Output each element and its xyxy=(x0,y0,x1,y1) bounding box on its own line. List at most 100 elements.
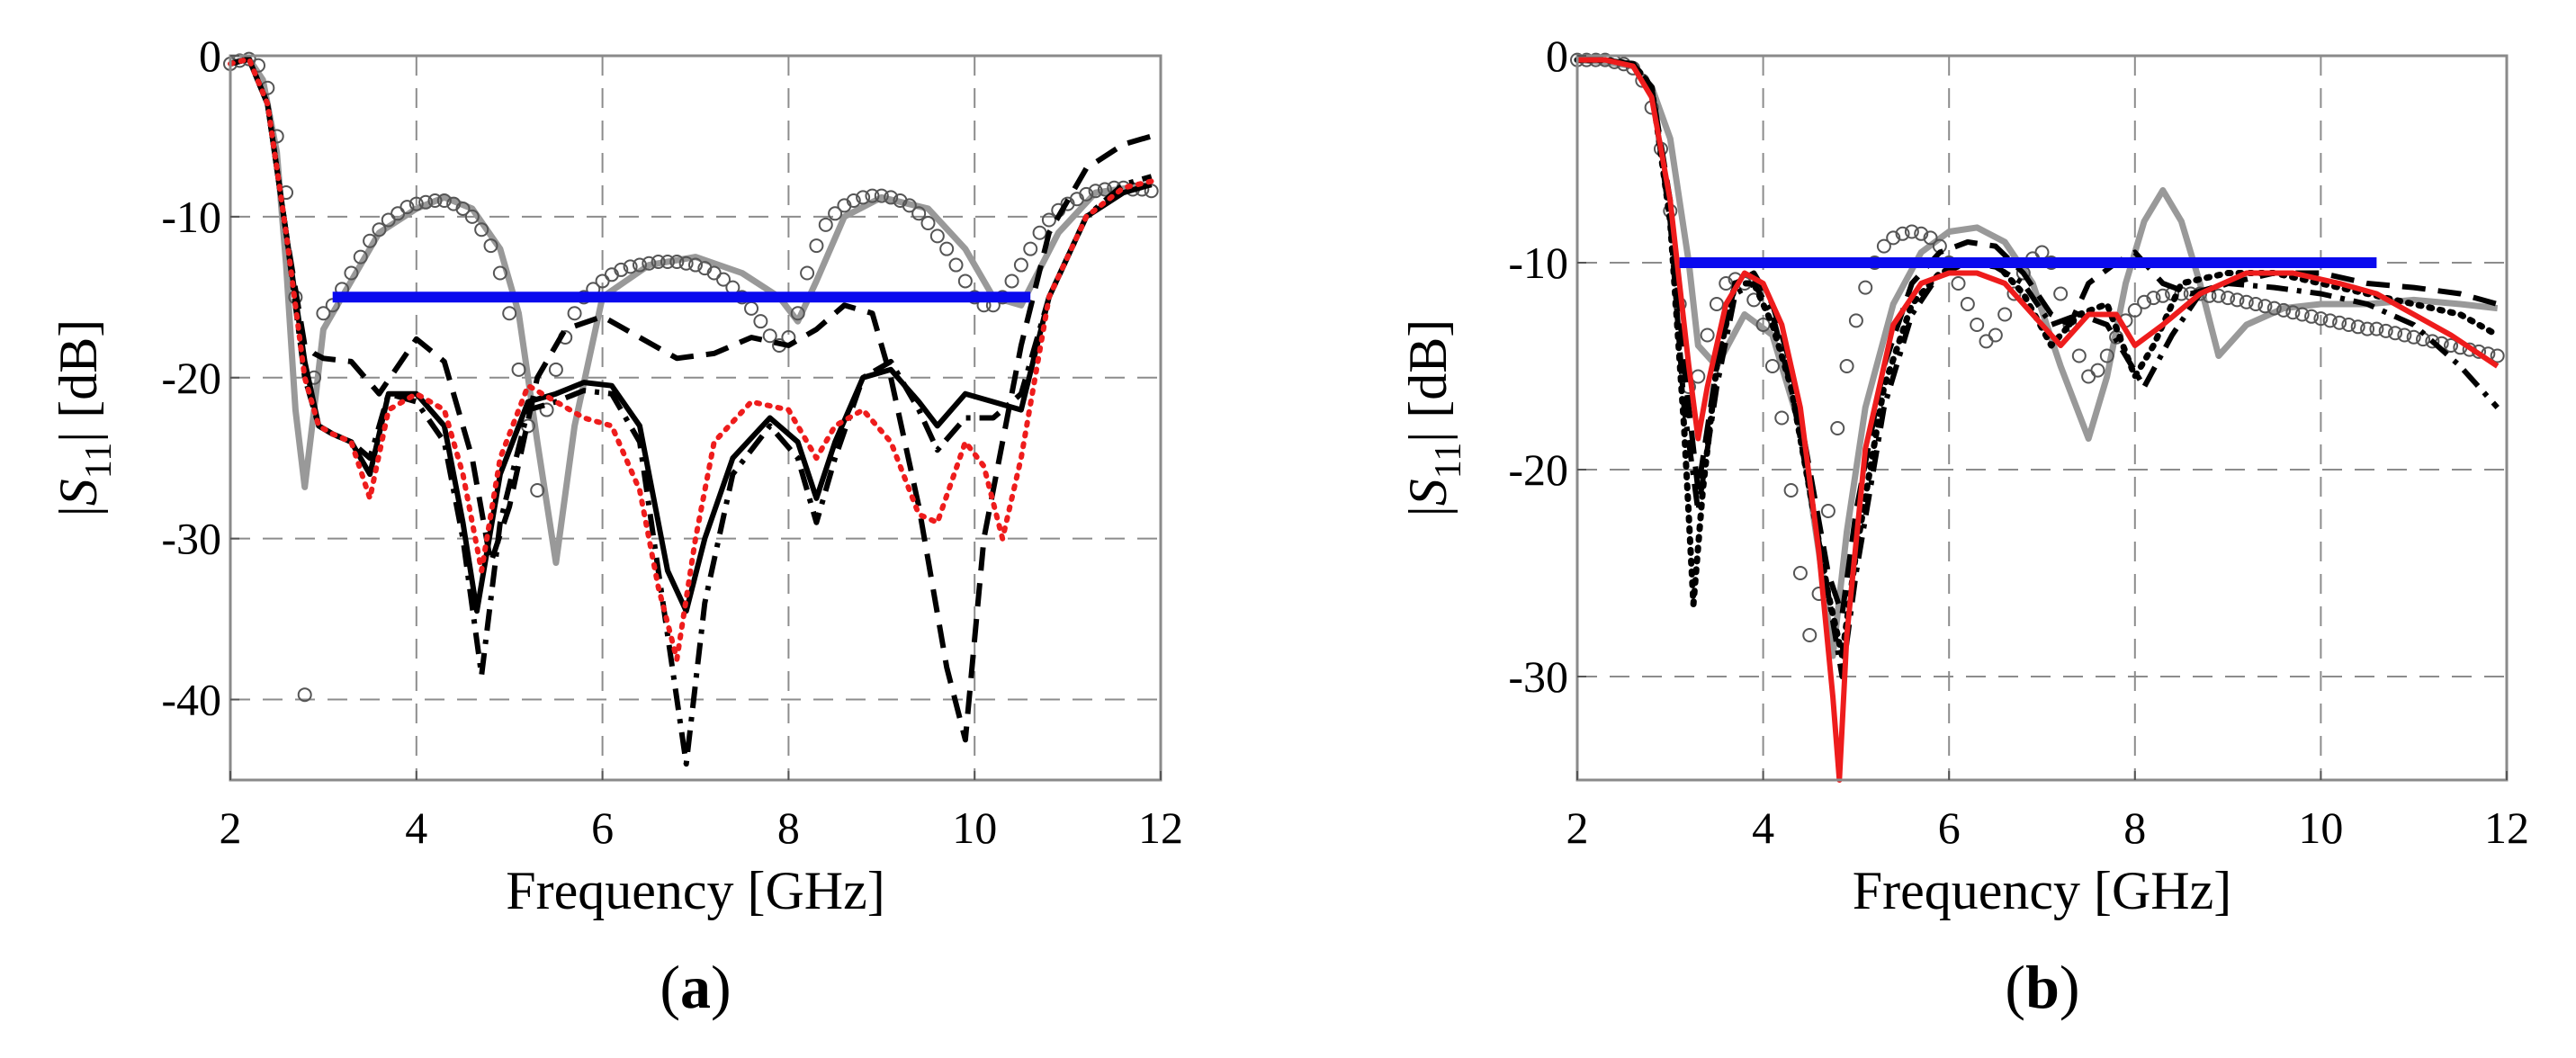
marker-point xyxy=(567,306,582,321)
marker-point xyxy=(2137,294,2152,309)
marker-point xyxy=(1830,421,1845,435)
y-label-variable: S xyxy=(49,479,108,506)
y-axis-label: |S11| [dB] xyxy=(49,319,120,516)
marker-point xyxy=(2360,321,2375,336)
marker-point xyxy=(492,265,507,281)
marker-point xyxy=(2248,297,2264,311)
marker-point xyxy=(818,217,833,232)
x-tick-label: 6 xyxy=(1938,802,1961,853)
plot-frame xyxy=(1575,54,2509,782)
y-label-unit: | [dB] xyxy=(49,319,108,443)
marker-point xyxy=(2425,334,2440,349)
x-tick-label: 4 xyxy=(1752,802,1774,853)
marker-point xyxy=(1088,184,1103,199)
marker-point xyxy=(874,188,889,203)
marker-point xyxy=(2294,307,2310,322)
marker-point xyxy=(2350,319,2365,335)
marker-point xyxy=(511,362,526,377)
panel-label: (b) xyxy=(2005,953,2079,1021)
marker-point xyxy=(2211,288,2226,303)
marker-point xyxy=(436,193,452,208)
marker-point xyxy=(2071,348,2087,363)
marker-point xyxy=(642,256,657,271)
x-axis-label: Frequency [GHz] xyxy=(506,861,885,920)
marker-point xyxy=(455,201,471,216)
x-tick-label: 2 xyxy=(1566,802,1589,853)
marker-point xyxy=(651,254,666,269)
marker-point xyxy=(678,256,694,271)
panel-letter: a xyxy=(680,953,711,1021)
x-tick-label: 8 xyxy=(2123,802,2146,853)
marker-point xyxy=(1032,225,1047,240)
marker-point xyxy=(1023,241,1038,256)
y-tick-label: 0 xyxy=(199,31,221,81)
y-tick-label: -30 xyxy=(1508,651,1568,702)
marker-point xyxy=(716,272,732,287)
marker-point xyxy=(762,328,777,344)
marker-point xyxy=(474,222,489,238)
marker-point xyxy=(1979,334,1994,349)
marker-point xyxy=(2146,291,2161,306)
marker-point xyxy=(929,229,945,244)
panel-label: (a) xyxy=(660,953,731,1021)
marker-point xyxy=(427,193,443,208)
marker-point xyxy=(920,216,936,231)
marker-point xyxy=(353,249,368,264)
marker-point xyxy=(884,190,899,205)
marker-point xyxy=(2341,318,2356,332)
y-label-subscript: 11 xyxy=(1428,443,1469,479)
x-tick-label: 2 xyxy=(220,802,242,853)
x-tick-label: 6 xyxy=(591,802,614,853)
series-gray-solid xyxy=(229,56,1153,566)
marker-point xyxy=(2090,363,2105,378)
y-tick-label: 0 xyxy=(1546,31,1568,81)
marker-point xyxy=(911,206,927,221)
marker-point xyxy=(1895,226,1910,241)
marker-point xyxy=(1079,186,1094,202)
marker-point xyxy=(2221,291,2236,306)
y-label-bar-open: | xyxy=(49,506,108,516)
marker-point xyxy=(1951,276,1966,291)
marker-point xyxy=(548,362,563,377)
series-group xyxy=(1570,52,2505,783)
marker-point xyxy=(660,254,675,269)
marker-point xyxy=(399,200,415,215)
marker-point xyxy=(539,402,554,417)
marker-point xyxy=(1858,280,1873,295)
marker-point xyxy=(1792,566,1808,580)
series-gray-solid xyxy=(1576,57,2499,659)
y-axis-label: |S11| [dB] xyxy=(1398,319,1469,516)
marker-point xyxy=(800,265,815,281)
chart-panel-b: 2 4 6 8 10 12 0 -10 -20 -30 Frequency [GHz] |S11| [… xyxy=(1398,31,2529,1021)
series-black-dotted xyxy=(1574,57,2501,659)
marker-point xyxy=(632,257,647,273)
marker-point xyxy=(1876,238,1891,254)
panel-paren-close: ) xyxy=(2060,953,2080,1021)
marker-point xyxy=(418,194,434,210)
marker-point xyxy=(2006,286,2022,301)
marker-point xyxy=(1691,369,1706,384)
series-circles xyxy=(1570,52,2505,642)
panel-paren-open: ( xyxy=(660,953,680,1021)
x-tick-label: 10 xyxy=(2298,802,2343,853)
series-group xyxy=(223,51,1159,767)
marker-point xyxy=(2257,299,2273,314)
panel-paren-close: ) xyxy=(711,953,732,1021)
marker-point xyxy=(344,265,359,281)
marker-point xyxy=(1755,318,1771,332)
marker-point xyxy=(846,193,861,208)
series-black-dashed xyxy=(1577,57,2499,617)
marker-point xyxy=(464,209,480,224)
marker-point xyxy=(2332,315,2347,330)
marker-point xyxy=(828,206,843,221)
marker-point xyxy=(363,233,378,248)
marker-point xyxy=(1097,182,1112,197)
marker-point xyxy=(809,238,824,254)
panel-letter: b xyxy=(2025,953,2060,1021)
marker-point xyxy=(939,241,955,256)
marker-point xyxy=(1839,359,1854,373)
marker-point xyxy=(408,196,424,211)
marker-point xyxy=(1041,212,1056,228)
marker-point xyxy=(2397,327,2412,343)
